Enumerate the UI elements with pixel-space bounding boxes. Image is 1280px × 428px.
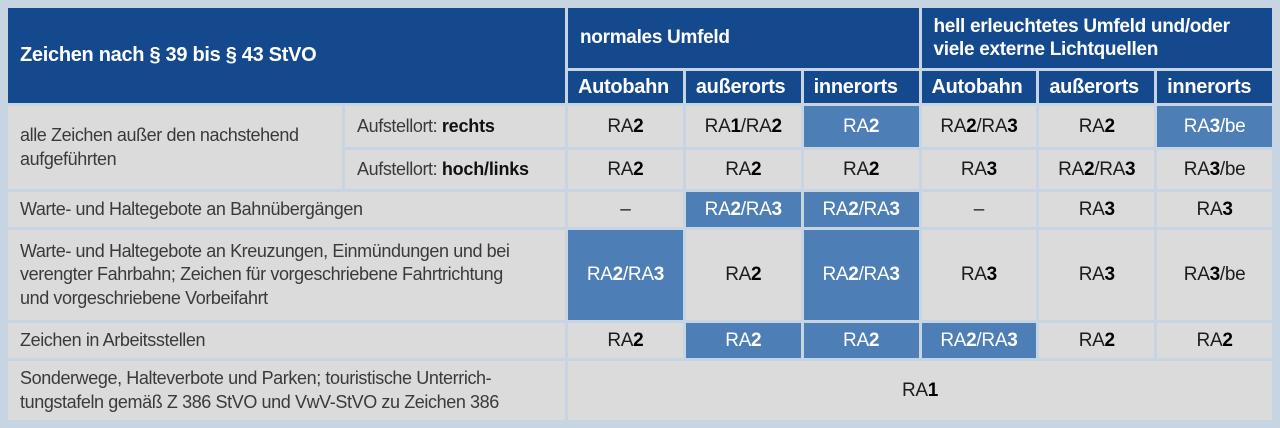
value-cell: RA 2/RA 3: [803, 192, 919, 227]
column-header-ausserorts-2: außerorts: [1039, 71, 1155, 103]
value-cell: RA 3/be: [1157, 106, 1272, 147]
value-cell-ra1-span: RA 1: [568, 361, 1272, 420]
value-cell: RA 3/be: [1157, 230, 1272, 320]
value-cell: RA 3: [1039, 192, 1155, 227]
value-cell: RA 2: [568, 323, 683, 358]
value-cell: RA 2/RA 3: [1039, 150, 1155, 189]
value-cell: RA 2: [568, 150, 683, 189]
value-cell: RA 3: [1039, 230, 1155, 320]
column-header-ausserorts-1: außerorts: [685, 71, 801, 103]
value-cell: RA 3: [1157, 192, 1272, 227]
column-header-autobahn-2: Autobahn: [921, 71, 1037, 103]
value-cell: RA 2: [1039, 323, 1155, 358]
value-cell: –: [568, 192, 683, 227]
value-cell: RA 2: [803, 106, 919, 147]
row-label-kreuzungen: Warte- und Haltegebote an Kreuzungen, Ei…: [8, 230, 565, 320]
row-sublabel-aufstellort-rechts: Aufstellort: rechts: [345, 106, 565, 147]
value-cell: RA 2: [685, 323, 801, 358]
value-cell: RA 3: [921, 150, 1037, 189]
group-header-hell-erleuchtet: hell erleuchtetes Umfeld und/oder viele …: [921, 8, 1272, 68]
group-header-normales-umfeld: normales Umfeld: [568, 8, 919, 68]
value-cell: RA 3/be: [1157, 150, 1272, 189]
value-cell: RA 3: [921, 230, 1037, 320]
value-cell: RA 2/RA 3: [921, 106, 1037, 147]
row-label-arbeitsstellen: Zeichen in Arbeitsstellen: [8, 323, 565, 358]
value-cell: RA 2: [685, 150, 801, 189]
aufstellort-mode: rechts: [441, 115, 495, 136]
aufstellort-mode: hoch/links: [441, 158, 529, 179]
value-cell: RA 2: [803, 150, 919, 189]
value-cell: RA 2: [568, 106, 683, 147]
column-header-autobahn-1: Autobahn: [568, 71, 683, 103]
row-sublabel-aufstellort-hoch-links: Aufstellort: hoch/links: [345, 150, 565, 189]
value-cell: RA 2/RA 3: [568, 230, 683, 320]
value-cell: RA 2/RA 3: [921, 323, 1037, 358]
value-cell: RA 2: [803, 323, 919, 358]
value-cell: RA 1/RA 2: [685, 106, 801, 147]
aufstellort-prefix: Aufstellort:: [357, 115, 438, 136]
value-cell: RA 2: [1039, 106, 1155, 147]
value-cell: RA 2/RA 3: [803, 230, 919, 320]
value-cell: RA 2: [1157, 323, 1272, 358]
value-cell: RA 2: [685, 230, 801, 320]
row-label-bahnuebergaenge: Warte- und Haltegebote an Bahnübergängen: [8, 192, 565, 227]
column-header-innerorts-1: innerorts: [803, 71, 919, 103]
value-cell: –: [921, 192, 1037, 227]
table-title: Zeichen nach § 39 bis § 43 StVO: [8, 8, 565, 103]
value-cell: RA 2/RA 3: [685, 192, 801, 227]
aufstellort-prefix: Aufstellort:: [357, 158, 438, 179]
row-label-alle-zeichen: alle Zeichen außer den nachstehend aufge…: [8, 106, 342, 189]
row-label-sonderwege: Sonderwege, Halteverbote und Parken; tou…: [8, 361, 565, 420]
column-header-innerorts-2: innerorts: [1157, 71, 1272, 103]
